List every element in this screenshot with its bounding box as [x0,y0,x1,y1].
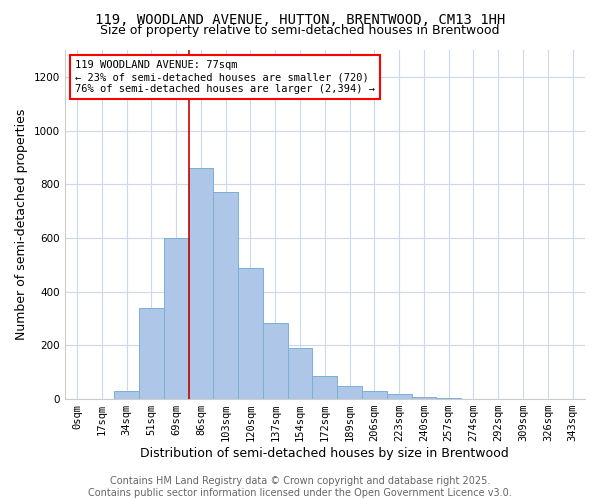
Bar [139,308,164,399]
Bar [287,348,313,399]
Bar [263,322,287,399]
Bar [412,397,436,399]
Bar [214,192,238,399]
Bar [461,398,486,399]
Text: 119 WOODLAND AVENUE: 77sqm
← 23% of semi-detached houses are smaller (720)
76% o: 119 WOODLAND AVENUE: 77sqm ← 23% of semi… [75,60,375,94]
X-axis label: Distribution of semi-detached houses by size in Brentwood: Distribution of semi-detached houses by … [140,447,509,460]
Text: 119, WOODLAND AVENUE, HUTTON, BRENTWOOD, CM13 1HH: 119, WOODLAND AVENUE, HUTTON, BRENTWOOD,… [95,12,505,26]
Bar [387,394,412,399]
Bar [164,238,188,399]
Bar [337,386,362,399]
Bar [313,376,337,399]
Bar [114,391,139,399]
Bar [188,168,214,399]
Bar [436,398,461,399]
Text: Size of property relative to semi-detached houses in Brentwood: Size of property relative to semi-detach… [100,24,500,37]
Text: Contains HM Land Registry data © Crown copyright and database right 2025.
Contai: Contains HM Land Registry data © Crown c… [88,476,512,498]
Bar [238,268,263,399]
Y-axis label: Number of semi-detached properties: Number of semi-detached properties [15,109,28,340]
Bar [362,391,387,399]
